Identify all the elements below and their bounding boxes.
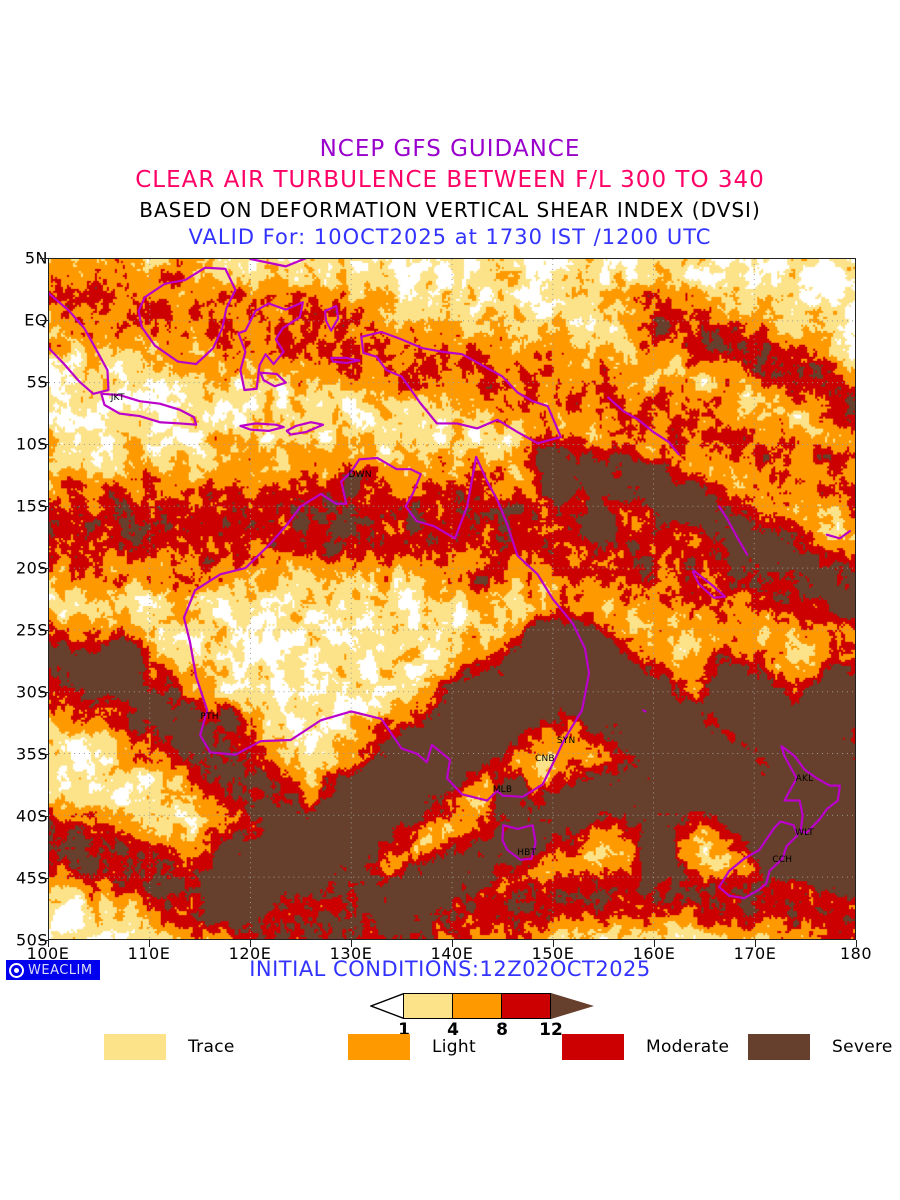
colorbar-tick-12: 12 xyxy=(539,1020,563,1040)
colorbar-under-arrow xyxy=(370,993,404,1019)
y-axis-label: EQ xyxy=(24,310,48,330)
x-axis-label: 120E xyxy=(228,944,272,963)
y-axis-label: 45S xyxy=(15,868,48,888)
legend-swatch-severe xyxy=(748,1034,810,1060)
initial-conditions-text: INITIAL CONDITIONS:12Z02OCT2025 xyxy=(249,957,651,981)
y-axis-label: 20S xyxy=(15,558,48,578)
y-axis-tick xyxy=(40,754,48,755)
map-plot-area[interactable]: JKT DWN PTH SYN CNB MLB HBT AKL WLT CCH xyxy=(48,258,856,940)
y-axis-label: 35S xyxy=(15,744,48,764)
legend-label-trace: Trace xyxy=(188,1037,235,1057)
y-axis-label: 30S xyxy=(15,682,48,702)
y-axis-tick xyxy=(40,878,48,879)
y-axis-tick xyxy=(40,816,48,817)
category-legend: Trace Light Moderate Severe xyxy=(0,1034,900,1064)
y-axis-tick xyxy=(40,692,48,693)
y-axis-tick xyxy=(40,568,48,569)
x-axis-label: 150E xyxy=(531,944,575,963)
y-axis-tick xyxy=(40,258,48,259)
colorbar-segment-2 xyxy=(452,993,502,1019)
y-axis-label: 5S xyxy=(26,372,48,392)
y-axis-label: 10S xyxy=(15,434,48,454)
x-axis-tick xyxy=(654,940,655,947)
x-axis-tick xyxy=(48,940,49,947)
weaclim-logo: WEACLIM xyxy=(6,960,100,980)
weaclim-label: WEACLIM xyxy=(28,962,93,978)
colorbar-segment-1 xyxy=(403,993,453,1019)
x-axis-label: 180 xyxy=(839,944,873,963)
x-axis-label: 130E xyxy=(329,944,373,963)
legend-item-moderate: Moderate xyxy=(562,1034,729,1060)
y-axis-label: 40S xyxy=(15,806,48,826)
x-axis-label: 140E xyxy=(430,944,474,963)
legend-label-severe: Severe xyxy=(832,1037,893,1057)
legend-swatch-trace xyxy=(104,1034,166,1060)
colorbar-segment-3 xyxy=(501,993,551,1019)
x-axis-tick xyxy=(149,940,150,947)
turbulence-heatmap-canvas xyxy=(49,259,855,939)
y-axis-label: 50S xyxy=(15,930,48,950)
colorbar-over-arrow xyxy=(551,993,594,1019)
x-axis-label: 160E xyxy=(632,944,676,963)
title-basis: BASED ON DEFORMATION VERTICAL SHEAR INDE… xyxy=(139,198,761,222)
colorbar-tick-8: 8 xyxy=(496,1020,508,1040)
y-axis-label: 25S xyxy=(15,620,48,640)
y-axis-label: 5N xyxy=(24,248,48,268)
x-axis-label: 110E xyxy=(127,944,171,963)
y-axis-label: 15S xyxy=(15,496,48,516)
title-valid: VALID For: 10OCT2025 at 1730 IST /1200 U… xyxy=(188,225,712,249)
y-axis-tick xyxy=(40,320,48,321)
legend-label-moderate: Moderate xyxy=(646,1037,730,1057)
colorbar-tick-4: 4 xyxy=(447,1020,459,1040)
x-axis-tick xyxy=(452,940,453,947)
legend-label-light: Light xyxy=(432,1037,476,1057)
x-axis-label: 170E xyxy=(733,944,777,963)
colorbar xyxy=(370,993,595,1019)
chart-title-block: NCEP GFS GUIDANCE CLEAR AIR TURBULENCE B… xyxy=(0,138,900,248)
title-category: CLEAR AIR TURBULENCE BETWEEN F/L 300 TO … xyxy=(135,167,765,193)
legend-item-light: Light xyxy=(348,1034,476,1060)
x-axis-tick xyxy=(250,940,251,947)
x-axis-tick xyxy=(856,940,857,947)
title-main: NCEP GFS GUIDANCE xyxy=(319,136,581,162)
x-axis-tick xyxy=(553,940,554,947)
y-axis-tick xyxy=(40,940,48,941)
legend-item-trace: Trace xyxy=(104,1034,235,1060)
y-axis-tick xyxy=(40,506,48,507)
legend-swatch-moderate xyxy=(562,1034,624,1060)
legend-item-severe: Severe xyxy=(748,1034,893,1060)
colorbar-container: 1 4 8 12 xyxy=(0,993,900,1040)
y-axis-tick xyxy=(40,444,48,445)
x-axis-label: 100E xyxy=(26,944,70,963)
x-axis-tick xyxy=(351,940,352,947)
circle-logo-icon xyxy=(9,962,24,978)
x-axis-tick xyxy=(755,940,756,947)
y-axis-tick xyxy=(40,382,48,383)
legend-swatch-light xyxy=(348,1034,410,1060)
y-axis-tick xyxy=(40,630,48,631)
colorbar-tick-1: 1 xyxy=(398,1020,410,1040)
